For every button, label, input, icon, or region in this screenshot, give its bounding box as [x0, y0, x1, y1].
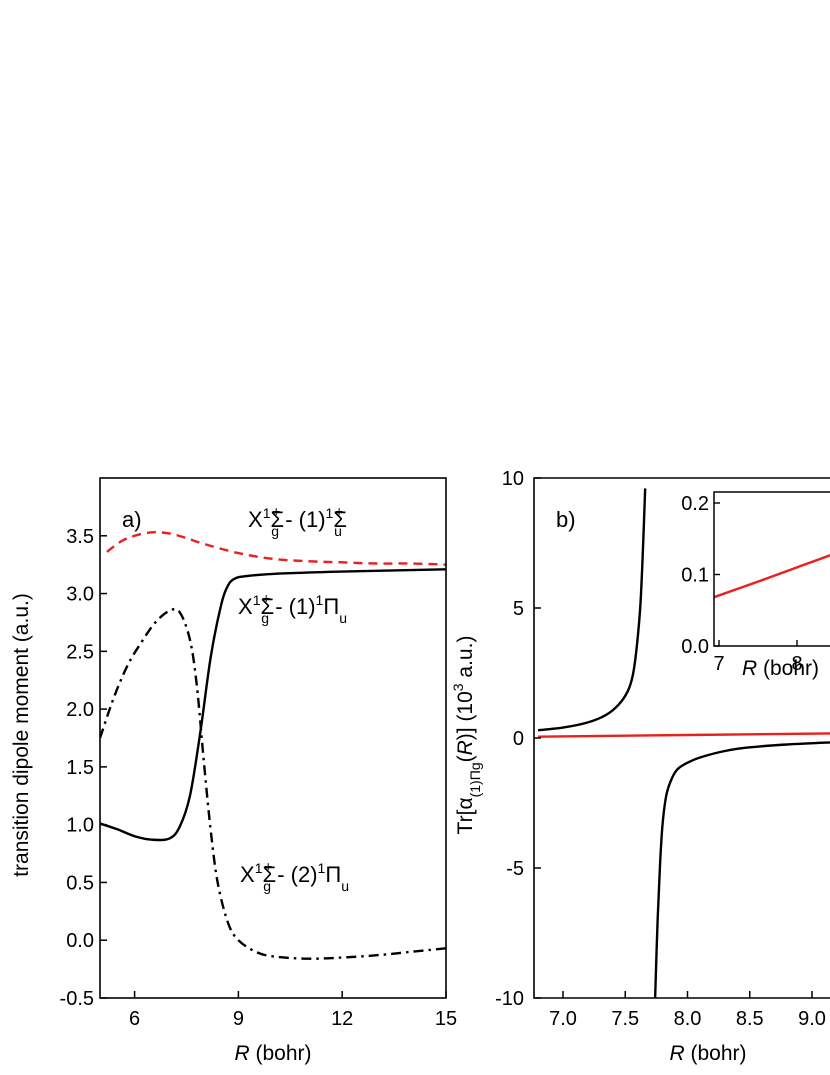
- panel-a-x-tick-label: 15: [435, 1008, 457, 1030]
- panel-a-y-tick-label: 1.0: [66, 815, 94, 837]
- inset-red-line: [714, 554, 830, 599]
- panel-a-y-tick-label: 3.0: [66, 584, 94, 606]
- upper-branch-line: [537, 488, 647, 732]
- series-sigma-sigma-line: [106, 530, 446, 566]
- panel-a-x-tick-label: 6: [129, 1008, 140, 1030]
- inset-x-axis-label: R (bohr): [742, 657, 819, 680]
- series-label-sigma-pi-2: X1Σ+ g - (2)1Πu: [240, 858, 349, 894]
- panel-b-x-tick-label: 7.0: [549, 1008, 577, 1030]
- panel-b-x-tick-label: 7.5: [611, 1008, 639, 1030]
- panel-a-y-tick-label: 0.0: [66, 930, 94, 952]
- panel-a-y-tick-label: 2.5: [66, 641, 94, 663]
- series-label-sigma-sigma: X1Σ+ g - (1)1Σ+ u: [248, 503, 347, 539]
- panel-a-x-tick-label: 12: [331, 1008, 353, 1030]
- panel-b-y-axis-label: Tr[α(1)Πg(R)] (103 a.u.): [450, 636, 483, 835]
- inset-y-tick-label: 0.0: [681, 636, 709, 658]
- panel-a-x-tick-label: 9: [233, 1008, 244, 1030]
- series-sigma-pi1-line: [100, 568, 446, 842]
- panel-a-y-tick-label: 3.5: [66, 526, 94, 548]
- series-label-sigma-pi-1: X1Σ+ g - (1)1Πu: [238, 590, 347, 626]
- panel-b-x-tick-label: 8.0: [674, 1008, 702, 1030]
- inset-x-tick-label: 7: [713, 653, 724, 675]
- series-sigma-pi2-line: [100, 607, 446, 960]
- panel-b-x-axis-label: R (bohr): [669, 1042, 746, 1065]
- panel-b-tag: b): [556, 507, 576, 532]
- panel-a-plot-area: [100, 530, 446, 960]
- panel-b-ticks: 7.0 7.5 8.0 8.5 9.0 -10 -5 0 5 10: [495, 468, 826, 1030]
- panel-b-x-tick-label: 8.5: [736, 1008, 764, 1030]
- inset-x-tick-label: 8: [791, 653, 802, 675]
- panel-a: 6 9 12 15 -0.5 0.0 0.5 1.0 1.5 2.0 2.5 3.0 3.5 a) X1…: [10, 477, 458, 1065]
- panel-a-y-tick-label: 1.5: [66, 757, 94, 779]
- panel-a-frame: [99, 477, 447, 999]
- panel-a-y-tick-label: 2.0: [66, 699, 94, 721]
- lower-branch-line: [653, 741, 830, 998]
- inset-y-tick-label: 0.2: [681, 493, 709, 515]
- panel-b-inset: 7 8 0.0 0.1 0.2 R (bohr): [681, 491, 830, 680]
- red-trace-line: [538, 732, 830, 738]
- panel-b-y-tick-label: 0: [513, 728, 524, 750]
- panel-a-y-axis-label: transition dipole moment (a.u.): [10, 593, 33, 877]
- panel-b-x-tick-label: 9.0: [798, 1008, 826, 1030]
- inset-background: [714, 492, 830, 646]
- panel-a-y-tick-label: 0.5: [66, 872, 94, 894]
- panel-b-y-tick-label: 5: [513, 598, 524, 620]
- panel-b-y-tick-label: -10: [495, 988, 524, 1010]
- panel-a-x-axis-label: R (bohr): [234, 1042, 311, 1065]
- panel-a-y-tick-label: -0.5: [60, 988, 94, 1010]
- inset-frame: [713, 491, 830, 647]
- panel-a-ticks: 6 9 12 15 -0.5 0.0 0.5 1.0 1.5 2.0 2.5 3.0 3.5: [60, 526, 458, 1030]
- panel-b-y-tick-label: 10: [502, 468, 524, 490]
- panel-b-plot-area: [537, 488, 830, 998]
- panel-a-tag: a): [122, 507, 142, 532]
- panel-b-y-tick-label: -5: [506, 858, 524, 880]
- panel-b: 7.0 7.5 8.0 8.5 9.0 -10 -5 0 5 10 b) R (bohr) Tr[…: [450, 468, 830, 1065]
- inset-y-tick-label: 0.1: [681, 565, 709, 587]
- inset-ticks: 7 8 0.0 0.1 0.2: [681, 493, 802, 675]
- inset-plot-area: [714, 554, 830, 599]
